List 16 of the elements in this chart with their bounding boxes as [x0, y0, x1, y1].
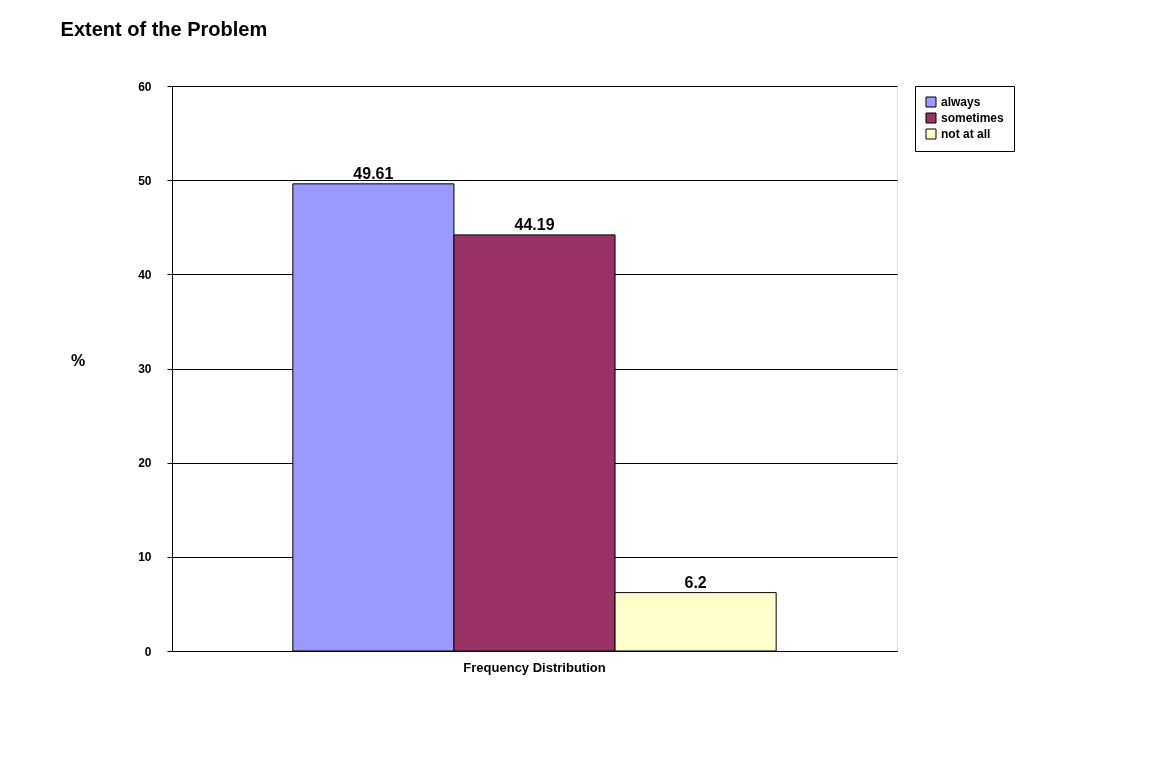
- data-label: 49.61: [353, 164, 394, 182]
- y-axis-title: %: [71, 352, 86, 369]
- x-tick-label: Frequency Distribution: [463, 659, 606, 675]
- y-tick-label: 40: [138, 267, 152, 282]
- y-tick-label: 60: [138, 79, 152, 94]
- y-tick-label: 30: [138, 362, 152, 376]
- legend-label: not at all: [941, 127, 991, 141]
- chart-title: Extent of the Problem: [60, 18, 268, 40]
- legend-label: always: [941, 95, 981, 109]
- y-tick-label: 10: [138, 550, 152, 565]
- data-label: 44.19: [514, 215, 555, 233]
- y-tick-label: 50: [138, 173, 152, 188]
- y-tick-label: 0: [144, 644, 152, 659]
- y-tick-label: 20: [138, 456, 152, 471]
- legend-label: sometimes: [941, 111, 1005, 125]
- data-label: 6.2: [684, 573, 707, 591]
